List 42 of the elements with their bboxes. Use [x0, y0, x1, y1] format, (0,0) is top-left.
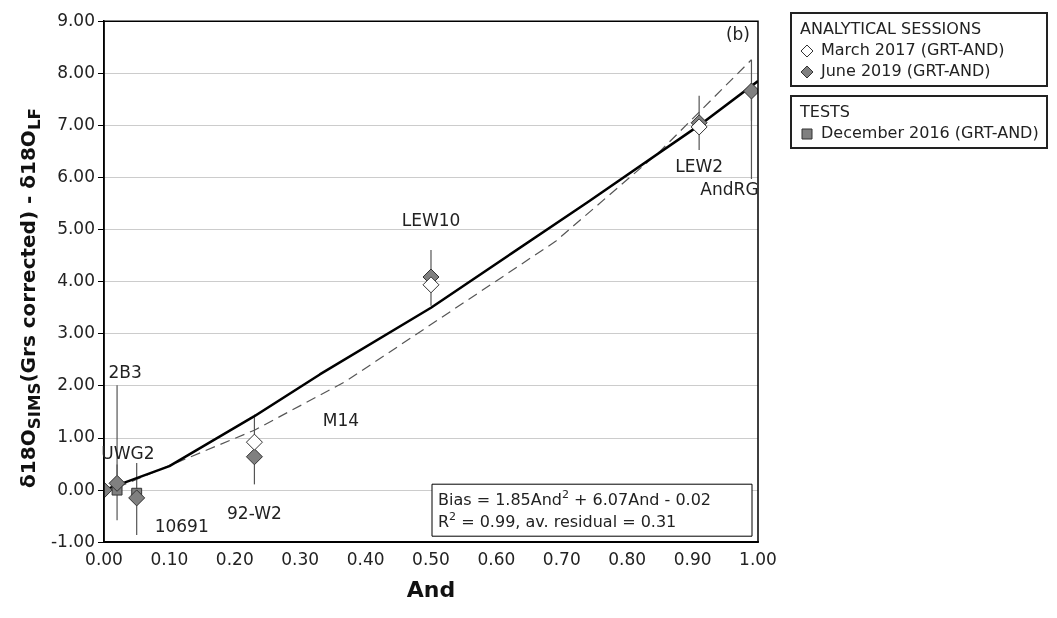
point: [690, 118, 708, 136]
x-tick-label: 0.10: [150, 548, 189, 569]
y-tick-label: 0.00: [57, 478, 95, 499]
x-tick-label: 0.50: [412, 548, 450, 569]
point: [422, 276, 440, 294]
x-tick-label: 0.30: [281, 548, 320, 569]
annotation: (b): [725, 23, 751, 44]
y-tick-label: 2.00: [57, 374, 95, 395]
x-tick-label: 0.40: [346, 548, 385, 569]
x-tick-label: 0.00: [85, 548, 123, 569]
y-tick-label: 4.00: [57, 270, 95, 291]
legend-label: June 2019 (GRT-AND): [821, 61, 991, 80]
annotation: M14: [322, 409, 360, 430]
point: [128, 489, 146, 507]
legend-label: March 2017 (GRT-AND): [821, 40, 1005, 59]
legend-label: December 2016 (GRT-AND): [821, 123, 1039, 142]
annotation: 2B3: [108, 361, 142, 382]
legend-title: ANALYTICAL SESSIONS: [800, 18, 983, 39]
x-tick-label: 0.60: [477, 548, 516, 569]
x-tick-label: 0.20: [215, 548, 254, 569]
x-tick-label: 0.90: [673, 548, 712, 569]
point: [245, 433, 263, 451]
x-tick-label: 0.70: [542, 548, 581, 569]
point: [742, 82, 758, 100]
x-tick-label: 1.00: [739, 548, 777, 569]
annotation: 92-W2: [227, 503, 282, 524]
y-tick-label: 5.00: [57, 218, 95, 239]
y-tick-label: 7.00: [57, 113, 95, 134]
annotation: LEW10: [401, 210, 461, 231]
point: [108, 474, 126, 492]
y-tick-label: 8.00: [57, 61, 95, 82]
y-tick-label: -1.00: [50, 530, 95, 551]
point: [245, 448, 263, 466]
y-tick-label: 3.00: [57, 322, 95, 343]
y-tick-label: 1.00: [57, 426, 95, 447]
annotation: 10691: [154, 516, 209, 537]
text: TESTS: [800, 101, 851, 122]
y-tick-label: 9.00: [57, 9, 95, 30]
annotation: LEW2: [675, 156, 724, 177]
x-axis-title: And: [406, 576, 456, 602]
x-tick-label: 0.80: [608, 548, 647, 569]
y-tick-label: 6.00: [57, 165, 95, 186]
